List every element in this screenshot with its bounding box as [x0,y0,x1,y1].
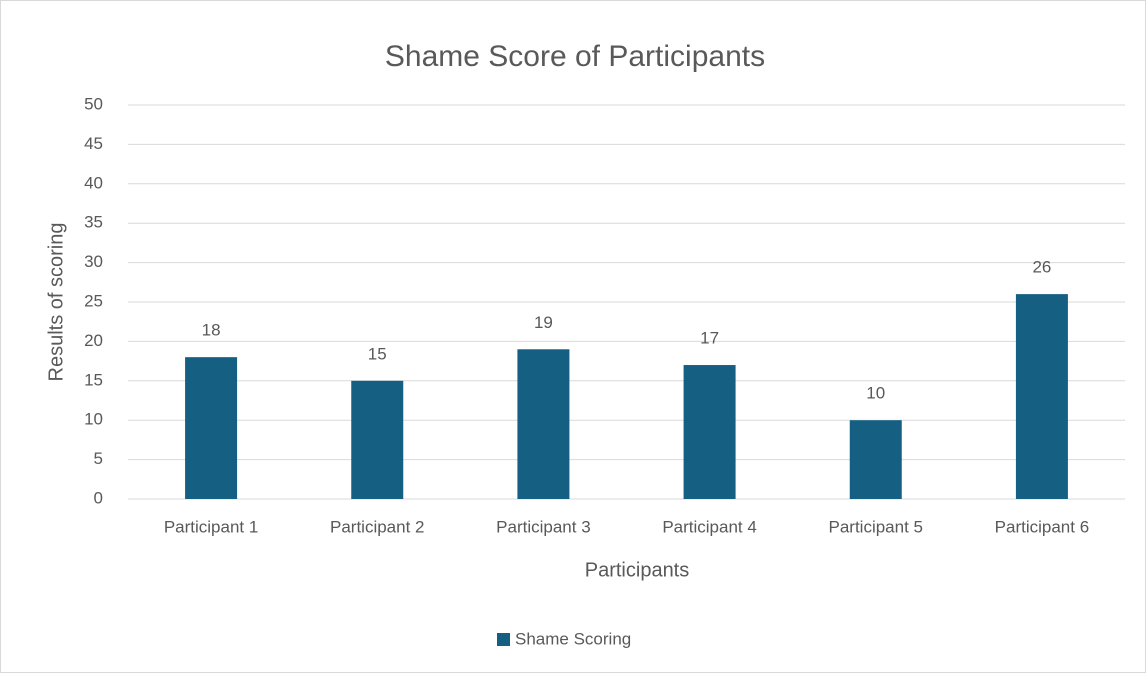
data-label: 19 [534,313,553,332]
x-tick-label: Participant 1 [164,517,259,536]
y-tick-label: 40 [84,173,103,192]
legend-swatch [497,633,510,646]
data-label: 26 [1032,258,1051,277]
data-label: 18 [202,321,221,340]
data-label: 15 [368,344,387,363]
data-label: 10 [866,384,885,403]
y-tick-label: 50 [84,94,103,113]
data-label: 17 [700,329,719,348]
y-tick-label: 15 [84,370,103,389]
bar [1015,294,1068,499]
x-tick-label: Participant 2 [330,517,425,536]
y-tick-label: 10 [84,410,103,429]
y-tick-label: 35 [84,213,103,232]
x-tick-label: Participant 5 [829,517,924,536]
bar [849,420,902,499]
bar [517,349,570,499]
chart-title: Shame Score of Participants [385,40,765,73]
y-tick-label: 20 [84,331,103,350]
x-tick-label: Participant 3 [496,517,591,536]
bar [351,380,404,499]
y-tick-label: 30 [84,252,103,271]
x-axis-label: Participants [585,559,690,581]
legend-label: Shame Scoring [515,629,631,648]
bar [185,357,238,499]
x-tick-label: Participant 6 [995,517,1090,536]
x-tick-label: Participant 4 [662,517,757,536]
y-tick-label: 25 [84,291,103,310]
bar [683,365,736,499]
y-tick-label: 5 [94,449,103,468]
y-axis-label: Results of scoring [45,223,67,382]
y-tick-label: 45 [84,134,103,153]
y-tick-label: 0 [94,488,103,507]
